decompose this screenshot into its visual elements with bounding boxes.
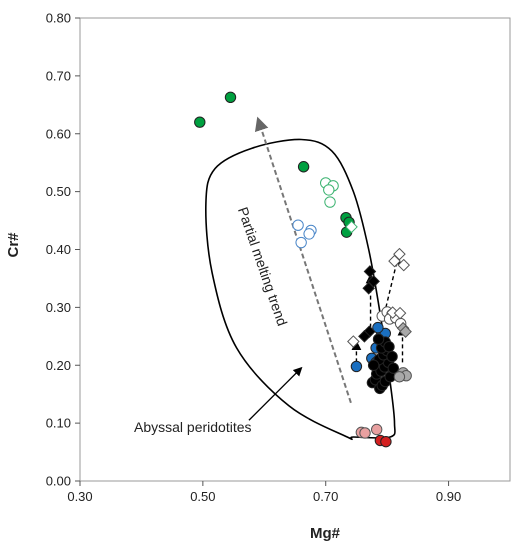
data-point-diamond bbox=[347, 335, 360, 348]
y-tick-label: 0.40 bbox=[46, 242, 71, 257]
y-tick-label: 0.10 bbox=[46, 416, 71, 431]
data-point bbox=[194, 116, 206, 128]
data-point bbox=[323, 184, 335, 196]
partial-melting-trend-arrow bbox=[254, 116, 352, 404]
y-tick-label: 0.60 bbox=[46, 126, 71, 141]
data-point-diamond bbox=[362, 281, 376, 295]
data-point bbox=[350, 360, 363, 373]
data-point-diamond bbox=[399, 325, 412, 338]
abyssal-field bbox=[205, 138, 396, 441]
axes: 0.00 0.10 0.20 0.30 0.40 0.50 0.60 0.70 0.80 0.30… bbox=[46, 11, 511, 504]
field-pointer-arrow bbox=[248, 366, 303, 421]
data-point bbox=[359, 427, 371, 439]
y-tick-label: 0.70 bbox=[46, 68, 71, 83]
plot-frame bbox=[79, 17, 511, 482]
abyssal-field-outline bbox=[205, 138, 396, 441]
data-point bbox=[386, 350, 398, 363]
data-point bbox=[393, 371, 406, 383]
y-tick-label: 0.20 bbox=[46, 358, 71, 373]
x-tick-label: 0.90 bbox=[436, 489, 461, 504]
y-tick-label: 0.30 bbox=[46, 300, 71, 315]
data-point-diamond bbox=[397, 258, 411, 272]
data-point bbox=[295, 236, 307, 249]
data-point bbox=[303, 228, 315, 240]
data-point-diamond bbox=[388, 254, 401, 268]
x-tick-label: 0.70 bbox=[313, 489, 338, 504]
abyssal-peridotites-label: Abyssal peridotites bbox=[134, 419, 252, 435]
x-axis-title: Mg# bbox=[310, 525, 341, 542]
x-tick-label: 0.30 bbox=[67, 489, 92, 504]
data-point bbox=[297, 161, 310, 173]
y-tick-label: 0.80 bbox=[46, 11, 71, 26]
data-point bbox=[372, 321, 384, 334]
data-points bbox=[194, 91, 412, 448]
data-point bbox=[292, 219, 304, 231]
data-point-diamond bbox=[358, 330, 371, 343]
x-tick-label: 0.50 bbox=[190, 489, 215, 504]
data-point bbox=[383, 341, 395, 353]
partial-melting-trend-label: Partial melting trend bbox=[235, 205, 291, 328]
data-point-diamond bbox=[345, 220, 358, 234]
data-point bbox=[367, 359, 380, 371]
data-point bbox=[324, 196, 336, 208]
y-axis-title: Cr# bbox=[5, 232, 22, 258]
data-point bbox=[380, 435, 392, 448]
data-point-diamond bbox=[393, 306, 407, 320]
data-point-diamond bbox=[363, 265, 377, 278]
y-tick-label: 0.00 bbox=[46, 474, 71, 489]
data-point bbox=[371, 423, 383, 436]
data-point bbox=[372, 333, 385, 345]
data-point bbox=[387, 362, 399, 374]
y-tick-label: 0.50 bbox=[46, 184, 71, 199]
data-point bbox=[224, 91, 237, 103]
